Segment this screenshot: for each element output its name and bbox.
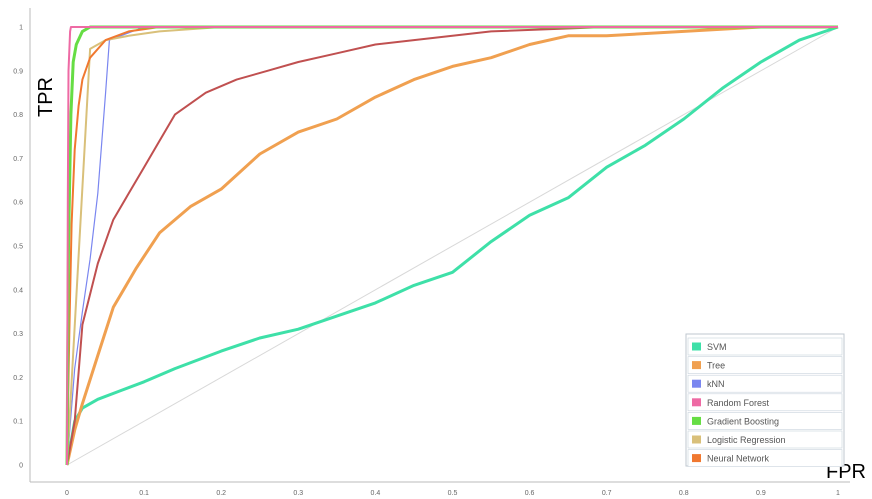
series-lines (65, 25, 839, 466)
y-tick-label: 0.7 (13, 156, 23, 163)
y-tick-label: 0.9 (13, 68, 23, 75)
y-tick-labels: 0 0.1 0.2 0.3 0.4 0.5 0.6 0.7 0.8 0.9 1 (13, 25, 23, 470)
y-tick-label: 0.4 (13, 287, 23, 294)
legend-label-gradient-boosting: Gradient Boosting (707, 416, 779, 426)
legend-label-knn: kNN (707, 379, 725, 389)
x-tick-labels: 0 0.1 0.2 0.3 0.4 0.5 0.6 0.7 0.8 0.9 1 (65, 490, 840, 497)
legend-row-gradient-boosting (687, 412, 843, 430)
legend-swatch-gradient-boosting (692, 416, 701, 425)
legend-row-random-forest (687, 393, 843, 412)
legend-swatch-knn (692, 379, 701, 388)
x-tick-label: 0.1 (139, 490, 149, 497)
x-tick-label: 0.5 (448, 490, 458, 497)
y-axis-title: TPR (35, 77, 57, 117)
y-tick-label: 0.5 (13, 244, 23, 251)
x-tick-label: 0.9 (756, 490, 766, 497)
y-tick-label: 0.8 (13, 112, 23, 119)
legend-label-svm: SVM (707, 342, 727, 352)
y-tick-label: 0.3 (13, 331, 23, 338)
x-tick-label: 0.6 (525, 490, 535, 497)
y-tick-label: 1 (19, 25, 23, 32)
legend-label-random-forest: Random Forest (707, 398, 770, 408)
legend-label-tree: Tree (707, 361, 725, 371)
random-forest-roc-line (66, 26, 838, 466)
x-tick-label: 0.3 (293, 490, 303, 497)
y-tick-label: 0.2 (13, 375, 23, 382)
legend-row-logistic-regression (687, 430, 843, 449)
y-tick-label: 0 (19, 463, 23, 470)
legend-row-svm (687, 337, 843, 356)
legend-label-neural-network: Neural Network (707, 454, 770, 464)
y-tick-label: 0.1 (13, 419, 23, 426)
x-tick-label: 0.4 (371, 490, 381, 497)
legend-label-logistic-regression: Logistic Regression (707, 435, 786, 445)
unlabeled-roc-line (66, 26, 838, 466)
x-tick-label: 0 (65, 490, 69, 497)
legend-swatch-tree (692, 361, 701, 370)
legend-row-knn (687, 374, 843, 393)
legend-swatch-neural-network (692, 454, 701, 463)
legend-row-neural-network (687, 449, 843, 467)
y-tick-label: 0.6 (13, 200, 23, 207)
legend-swatch-random-forest (692, 398, 701, 407)
legend: SVM Tree kNN Random Forest Gradient Boosting… (685, 333, 845, 467)
x-tick-label: 0.7 (602, 490, 612, 497)
x-tick-label: 0.8 (679, 490, 689, 497)
legend-row-tree (687, 356, 843, 374)
legend-swatch-svm (692, 342, 701, 351)
x-tick-label: 1 (836, 490, 840, 497)
legend-swatch-logistic-regression (692, 435, 701, 444)
x-tick-label: 0.2 (216, 490, 226, 497)
tree-roc-line (65, 25, 838, 466)
svm-roc-line (65, 25, 839, 466)
